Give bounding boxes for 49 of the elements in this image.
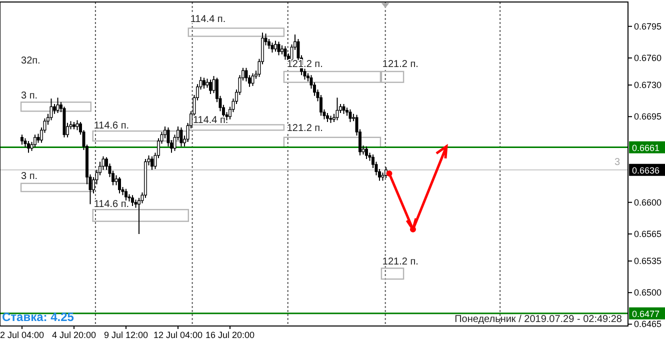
- candlestick: [202, 77, 206, 90]
- ref-line-label: 0.6477: [632, 308, 660, 319]
- annotation: 121.2 п.: [286, 123, 323, 134]
- x-tick-label: 12 Jul 04:00: [153, 330, 203, 340]
- ref-line-label: 0.6661: [632, 142, 660, 153]
- x-tick-label: 16 Jul 20:00: [205, 330, 255, 340]
- candlestick: [150, 156, 154, 170]
- y-tick-label: 0.6465: [634, 319, 662, 330]
- annotation: Понедельник / 2019.07.29 - 02:49:28: [454, 314, 622, 325]
- candlestick: [365, 146, 368, 160]
- y-tick-label: 0.6565: [634, 228, 662, 239]
- annotation: 114.6 п.: [94, 120, 130, 132]
- y-tick-label: 0.6695: [634, 112, 662, 122]
- annotation: 3: [614, 156, 620, 168]
- candlestick: [131, 194, 134, 206]
- candlestick: [114, 174, 118, 186]
- candlestick: [20, 134, 24, 146]
- ref-line-label: 0.6636: [632, 165, 660, 176]
- candlestick: [326, 112, 329, 123]
- candlestick: [27, 140, 30, 154]
- y-tick-label: 0.6795: [634, 21, 662, 32]
- candlestick: [124, 188, 128, 202]
- candlestick: [118, 176, 121, 194]
- y-tick-label: 0.6730: [634, 80, 662, 90]
- annotation: Ставка: 4.25: [2, 310, 74, 324]
- annotation: 114.6 п.: [94, 198, 130, 210]
- annotation: 32п.: [21, 55, 40, 66]
- x-tick-label: 9 Jul 12:00: [104, 330, 148, 340]
- candlestick: [36, 133, 40, 144]
- candlestick: [206, 78, 209, 88]
- annotation: 3 п.: [21, 90, 38, 102]
- x-tick-label: 2 Jul 04:00: [0, 330, 44, 340]
- candlestick: [270, 42, 274, 54]
- x-tick-label: 4 Jul 20:00: [52, 330, 96, 340]
- annotation: 114.4 п.: [192, 114, 228, 126]
- y-tick-label: 0.6600: [634, 197, 662, 208]
- annotation: 121.2 п.: [382, 256, 418, 268]
- annotation: 121.2 п.: [382, 58, 418, 70]
- y-tick-label: 0.6535: [634, 256, 662, 266]
- annotation: 3 п.: [21, 170, 38, 182]
- candlestick: [209, 79, 212, 95]
- y-tick-label: 0.6500: [634, 288, 662, 298]
- y-tick-label: 0.6760: [634, 52, 662, 63]
- candlestick: [53, 103, 56, 114]
- candlestick: [280, 44, 284, 55]
- candlestick: [274, 40, 277, 52]
- candlestick: [76, 120, 79, 131]
- candlestick: [34, 134, 36, 148]
- annotation: 114.4 п.: [190, 14, 226, 25]
